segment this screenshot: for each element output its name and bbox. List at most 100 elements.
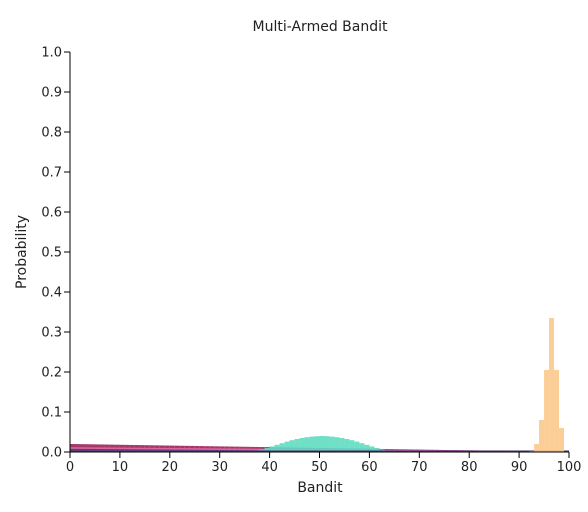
x-tick-label: 80 <box>461 460 478 475</box>
bar-s3-42 <box>279 450 285 452</box>
bar-s3-25 <box>194 449 200 452</box>
bar-s3-24 <box>189 449 195 452</box>
bar-s3-63 <box>384 450 390 452</box>
bar-s3-1 <box>74 448 80 452</box>
bar-s3-31 <box>224 450 230 452</box>
axes-layer: 0 10 20 30 40 50 60 70 80 90 100 0.0 0.1 0.2 0.3 0.4 0.5… <box>41 46 581 476</box>
bar-s2-55 <box>344 439 350 452</box>
x-tick-label: 30 <box>211 460 228 475</box>
x-axis-title: Bandit <box>297 480 343 496</box>
bar-s3-30 <box>219 450 225 452</box>
bar-s3-81 <box>474 450 480 452</box>
bar-s2-61 <box>374 448 380 452</box>
bar-s3-2 <box>79 448 85 452</box>
bar-s4-93 <box>534 444 540 452</box>
bar-s3-13 <box>134 449 140 452</box>
bar-s3-68 <box>409 450 415 452</box>
bar-s3-66 <box>399 450 405 452</box>
x-tick-label: 50 <box>311 460 328 475</box>
bar-s3-16 <box>149 449 155 452</box>
bar-s3-80 <box>469 450 475 452</box>
bar-s2-45 <box>294 439 300 452</box>
bar-s2-46 <box>299 438 305 452</box>
bar-s3-0 <box>70 448 75 452</box>
bar-s3-99 <box>564 450 569 452</box>
bar-s3-86 <box>499 450 505 452</box>
y-tick-label: 0.9 <box>41 86 62 101</box>
y-tick-label: 1.0 <box>41 46 62 61</box>
bar-s3-46 <box>299 450 305 452</box>
bar-s3-43 <box>284 450 290 452</box>
bar-s3-38 <box>259 450 265 452</box>
y-tick-label: 0.4 <box>41 286 62 301</box>
bar-s3-44 <box>289 450 295 452</box>
bar-s3-34 <box>239 450 245 452</box>
bar-s3-55 <box>344 450 350 452</box>
bar-s2-51 <box>324 436 330 452</box>
y-axis-title: Probability <box>14 215 30 289</box>
bar-s3-52 <box>329 450 335 452</box>
y-tick-label: 0.8 <box>41 126 62 141</box>
bar-s3-65 <box>394 450 400 452</box>
chart-title: Multi-Armed Bandit <box>253 19 388 35</box>
bar-s3-54 <box>339 450 345 452</box>
bar-s3-84 <box>489 450 495 452</box>
bar-s2-43 <box>284 441 290 452</box>
bar-s3-79 <box>464 450 470 452</box>
x-tick-label: 90 <box>511 460 528 475</box>
bar-s3-85 <box>494 450 500 452</box>
bar-s2-42 <box>279 443 285 452</box>
bar-s3-11 <box>124 449 130 452</box>
bar-s3-71 <box>424 450 430 452</box>
y-tick-label: 0.6 <box>41 206 62 221</box>
bar-s3-57 <box>354 450 360 452</box>
x-tick-label: 100 <box>557 460 582 475</box>
bar-s2-49 <box>314 436 320 452</box>
bar-s3-17 <box>154 449 160 452</box>
bar-s3-90 <box>519 450 525 452</box>
bar-s2-58 <box>359 443 365 452</box>
bar-s3-47 <box>304 450 310 452</box>
bar-s3-9 <box>114 449 120 452</box>
bar-s3-35 <box>244 450 250 452</box>
bar-s3-12 <box>129 449 135 452</box>
bar-s3-87 <box>504 450 510 452</box>
bar-s3-22 <box>179 449 185 452</box>
bar-s4-98 <box>559 428 565 452</box>
bar-s3-88 <box>509 450 515 452</box>
bar-s3-21 <box>174 449 180 452</box>
x-tick-label: 40 <box>261 460 278 475</box>
bar-s3-56 <box>349 450 355 452</box>
x-tick-label: 20 <box>162 460 179 475</box>
bar-s2-41 <box>274 444 280 452</box>
bar-s4-95 <box>544 370 550 452</box>
y-tick-label: 0.3 <box>41 326 62 341</box>
bar-s3-82 <box>479 450 485 452</box>
x-tick-label: 10 <box>112 460 129 475</box>
bar-s3-69 <box>414 450 420 452</box>
bar-s2-40 <box>269 446 275 452</box>
y-tick-label: 0.5 <box>41 246 62 261</box>
bar-s3-3 <box>84 448 90 452</box>
bar-s3-83 <box>484 450 490 452</box>
x-tick-label: 70 <box>411 460 428 475</box>
bar-s3-23 <box>184 449 190 452</box>
x-tick-label: 0 <box>66 460 74 475</box>
y-tick-label: 0.0 <box>41 446 62 461</box>
bar-s3-36 <box>249 450 255 452</box>
bar-s3-73 <box>434 450 440 452</box>
bar-s3-70 <box>419 450 425 452</box>
bar-s3-33 <box>234 450 240 452</box>
bar-s3-62 <box>379 450 385 452</box>
bar-s2-54 <box>339 438 345 452</box>
bar-s3-59 <box>364 450 370 452</box>
bar-s3-32 <box>229 450 235 452</box>
bar-s3-89 <box>514 450 520 452</box>
bar-s2-59 <box>364 444 370 452</box>
bar-s3-7 <box>104 449 110 452</box>
bar-s3-27 <box>204 449 210 452</box>
bar-s3-49 <box>314 450 320 452</box>
bar-s3-76 <box>449 450 455 452</box>
bar-s3-37 <box>254 450 260 452</box>
bar-s2-39 <box>264 448 270 452</box>
